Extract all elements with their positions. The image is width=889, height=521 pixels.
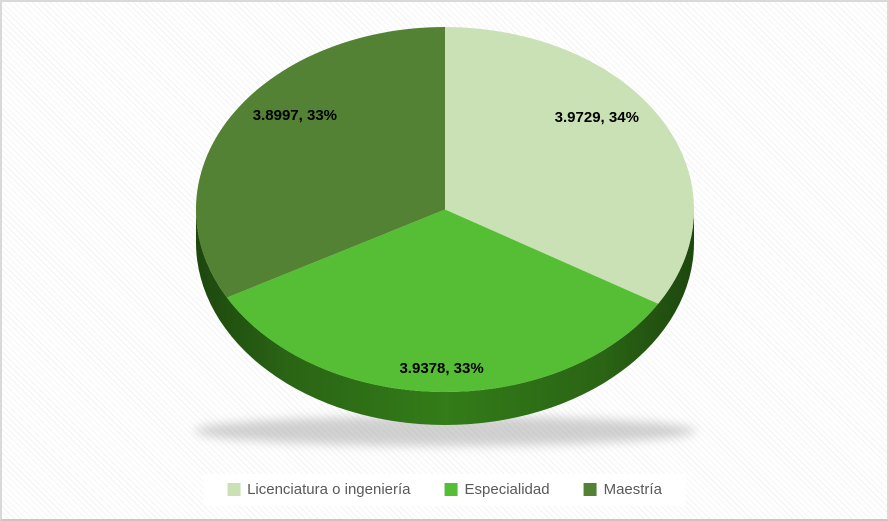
pie-slice-licenciatura-o-ingenier-a[interactable] <box>445 27 695 304</box>
pie-3d-rim <box>196 209 694 425</box>
data-label-maestr-a: 3.8997, 33% <box>253 107 337 124</box>
legend-label: Maestría <box>603 481 662 498</box>
legend-item-especialidad[interactable]: Especialidad <box>444 481 550 498</box>
legend-swatch-especialidad-icon <box>444 483 458 496</box>
legend-swatch-licenciatura-icon <box>227 483 241 496</box>
legend-item-maestria[interactable]: Maestría <box>583 481 662 498</box>
chart-legend: Licenciatura o ingeniería Especialidad M… <box>203 474 686 506</box>
legend-label: Licenciatura o ingeniería <box>247 481 411 498</box>
data-label-licenciatura-o-ingenier-a: 3.9729, 34% <box>555 109 639 126</box>
legend-item-licenciatura[interactable]: Licenciatura o ingeniería <box>227 481 411 498</box>
pie-shadow <box>194 416 696 446</box>
legend-swatch-maestria-icon <box>583 483 597 496</box>
data-label-especialidad: 3.9378, 33% <box>399 360 483 377</box>
legend-label: Especialidad <box>464 481 550 498</box>
pie-slice-especialidad[interactable] <box>226 209 659 393</box>
pie-slice-maestr-a[interactable] <box>195 27 445 298</box>
